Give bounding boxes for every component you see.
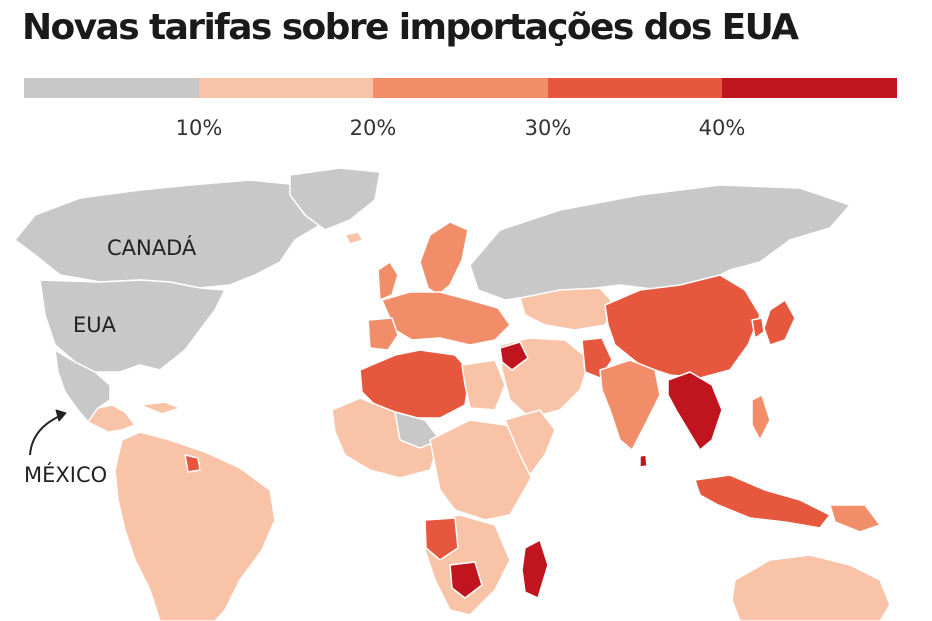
region-angola: [424, 517, 459, 561]
region-central-america: [87, 404, 136, 433]
region-indonesia: [694, 474, 831, 529]
legend-tick-30: 30%: [524, 116, 572, 140]
region-japan: [763, 299, 796, 346]
legend-segment-2: [373, 78, 548, 98]
legend-segment-0: [24, 78, 199, 98]
region-central-asia: [519, 287, 616, 331]
region-madagascar: [521, 539, 549, 599]
region-sri-lanka: [639, 454, 648, 468]
region-uk: [377, 261, 399, 301]
legend-segment-1: [198, 78, 374, 98]
legend-tick-40: 40%: [698, 116, 746, 140]
region-central-africa: [429, 419, 541, 521]
legend-tick-20: 20%: [349, 116, 397, 140]
region-taiwan-philippines: [751, 394, 771, 441]
legend-segment-4: [722, 78, 897, 98]
mexico-arrowhead: [55, 409, 67, 422]
region-western-europe: [381, 291, 511, 346]
label-canada: CANADÁ: [107, 235, 197, 260]
region-horn-of-africa: [504, 409, 556, 476]
region-korea: [751, 317, 765, 339]
region-iceland: [344, 231, 364, 245]
label-mexico: MÉXICO: [24, 462, 107, 487]
region-china: [604, 274, 761, 379]
legend-tick-10: 10%: [175, 116, 223, 140]
region-russia: [469, 184, 851, 301]
region-sahel-grey: [394, 411, 441, 449]
region-usa: [39, 279, 226, 373]
region-guyana: [184, 454, 201, 473]
legend-segment-3: [547, 78, 723, 98]
map-title: Novas tarifas sobre importações dos EUA: [22, 7, 799, 48]
region-scandinavia: [419, 221, 469, 296]
tariff-legend-bar: [24, 78, 897, 98]
region-iraq-syria: [499, 341, 529, 371]
region-egypt: [461, 359, 506, 411]
region-new-guinea: [829, 504, 881, 533]
region-india: [599, 359, 661, 451]
region-botswana-south-africa: [449, 561, 483, 599]
region-australia: [731, 554, 891, 621]
mexico-arrow: [29, 414, 63, 456]
region-canada: [14, 179, 331, 289]
region-iberia: [367, 317, 399, 351]
region-southeast-asia: [667, 371, 723, 451]
region-caribbean: [139, 401, 181, 415]
label-usa: EUA: [73, 313, 117, 337]
world-tariff-map: CANADÁ EUA MÉXICO: [14, 167, 891, 621]
region-south-america: [114, 431, 276, 621]
region-greenland: [289, 167, 381, 231]
